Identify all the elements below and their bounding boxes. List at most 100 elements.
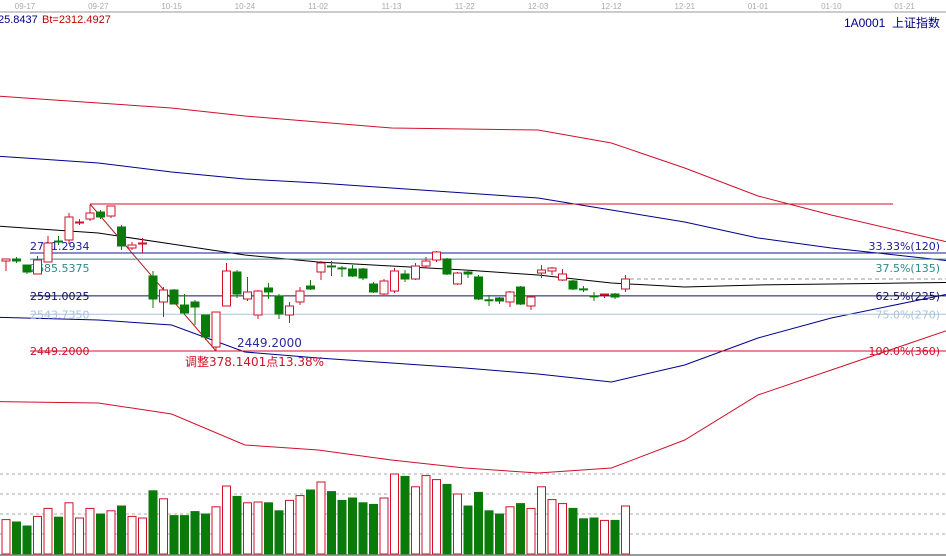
volume-bar xyxy=(106,510,116,555)
candle-body xyxy=(537,269,546,274)
volume-bar xyxy=(327,491,336,555)
bt-value: Bt=2312.4927 xyxy=(42,14,111,26)
candle xyxy=(12,256,21,263)
volume-bar xyxy=(264,502,273,555)
candle xyxy=(33,255,42,275)
x-tick-label: 01-21 xyxy=(894,2,915,11)
candle xyxy=(43,236,53,263)
candle-body xyxy=(610,293,620,298)
candle-body xyxy=(190,301,200,308)
candle xyxy=(547,266,557,275)
volume-bar xyxy=(421,475,431,555)
symbol-name: 上证指数 xyxy=(891,16,940,30)
volume-bar xyxy=(610,519,620,555)
volume-bar xyxy=(169,515,179,555)
volume-bar xyxy=(201,513,210,555)
candle-body xyxy=(621,278,630,290)
candle xyxy=(411,262,420,281)
candle xyxy=(463,270,473,278)
volume-bar xyxy=(411,486,420,555)
fib-left-label: 2543.7350 xyxy=(30,308,90,321)
candle xyxy=(138,237,147,253)
candle-body xyxy=(12,258,21,262)
volume-bar xyxy=(190,511,200,555)
candle-body xyxy=(1,258,11,262)
x-tick-label: 09-27 xyxy=(88,2,109,11)
candle xyxy=(558,269,567,281)
candle xyxy=(306,280,315,291)
candle-body xyxy=(505,291,515,303)
candle-body xyxy=(127,244,137,249)
volume-bar xyxy=(432,479,441,555)
candle xyxy=(495,297,504,305)
adjustment-label: 调整378.1401点13.38% xyxy=(185,354,324,369)
volume-bar xyxy=(526,507,536,555)
candle-body xyxy=(201,314,210,338)
candle xyxy=(589,291,599,302)
candle-body xyxy=(85,212,95,220)
candle xyxy=(117,225,126,250)
candle xyxy=(295,287,305,306)
candle-body xyxy=(568,280,578,290)
volume-bar xyxy=(316,481,326,555)
indicator-line xyxy=(0,225,946,288)
volume-bar xyxy=(33,515,42,555)
volume-bar xyxy=(474,491,483,555)
candle xyxy=(54,236,63,245)
candle-body xyxy=(495,297,504,302)
candle-body xyxy=(222,270,231,307)
x-tick-label: 12-21 xyxy=(674,2,695,11)
candle-body xyxy=(264,287,273,293)
volume-bar xyxy=(369,503,378,555)
volume-bar xyxy=(127,515,137,555)
candle-body xyxy=(589,295,599,298)
candle-body xyxy=(22,264,32,273)
fib-right-label: 37.5%(135) xyxy=(875,262,940,275)
candle-body xyxy=(358,268,368,279)
candle xyxy=(64,212,74,245)
candle xyxy=(474,275,483,300)
candle-body xyxy=(579,288,588,291)
volume-bar xyxy=(348,497,357,555)
candle xyxy=(369,281,378,294)
x-tick-label: 01-01 xyxy=(748,2,769,11)
fib-right-label: 100.0%(360) xyxy=(868,345,940,358)
x-tick-label: 11-13 xyxy=(382,2,402,11)
candle xyxy=(85,205,95,221)
candle xyxy=(621,275,630,292)
candle-body xyxy=(138,242,147,245)
volume-bar xyxy=(579,518,588,555)
candle xyxy=(274,294,284,320)
candle xyxy=(201,314,210,341)
volume-bar xyxy=(390,473,399,555)
candle-body xyxy=(379,280,389,295)
indicator-line xyxy=(0,95,946,243)
candle xyxy=(537,265,546,278)
candle-body xyxy=(453,272,462,285)
volume-bar xyxy=(442,483,452,555)
candle xyxy=(327,261,336,277)
candle-body xyxy=(169,289,179,305)
volume-bar xyxy=(232,495,242,555)
candle-body xyxy=(211,311,221,348)
candle xyxy=(390,268,399,294)
candle-body xyxy=(159,289,168,303)
candle xyxy=(568,280,578,291)
candle-body xyxy=(33,259,42,275)
candle-body xyxy=(306,285,315,290)
volume-bar xyxy=(589,517,599,555)
candle-body xyxy=(243,291,252,300)
volume-bar xyxy=(600,519,609,555)
volume-bar xyxy=(1,519,11,555)
candle xyxy=(243,276,252,302)
candle xyxy=(148,270,158,309)
volume-bar xyxy=(505,506,515,555)
candle xyxy=(516,286,525,306)
volume-bar xyxy=(337,499,347,555)
candle-body xyxy=(463,271,473,275)
candle xyxy=(22,264,32,274)
candle-body xyxy=(117,226,126,247)
candle xyxy=(337,266,347,277)
candle-body xyxy=(442,258,452,275)
